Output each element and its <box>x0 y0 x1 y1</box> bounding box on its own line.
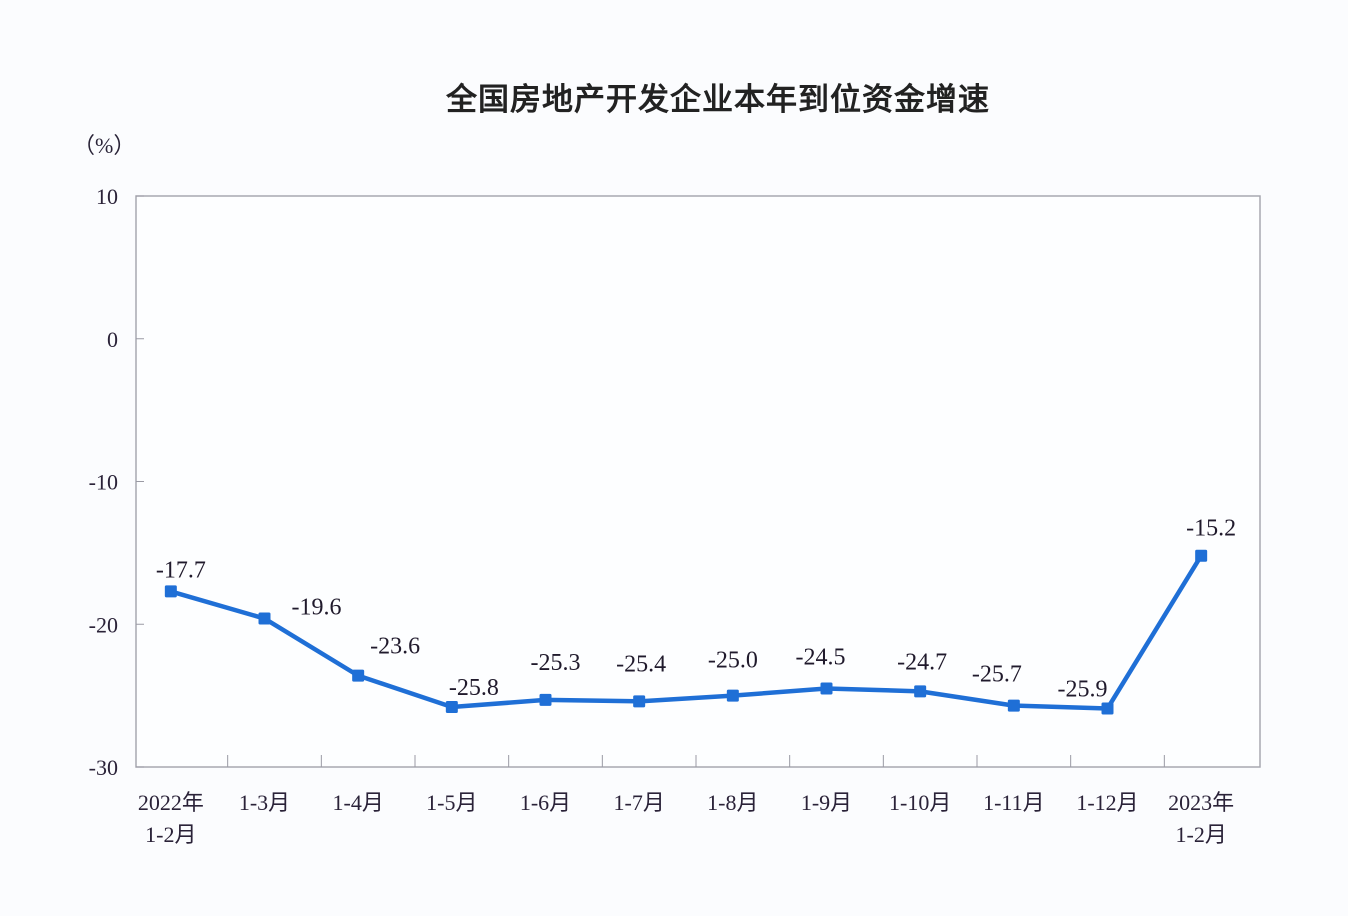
data-labels: -17.7 -19.6 -23.6 -25.8 -25.3 -25.4 -25.0 -24.5… <box>156 516 1236 703</box>
data-label: -25.9 <box>1058 676 1108 702</box>
data-point-marker <box>352 669 365 682</box>
y-tick-label: -10 <box>89 470 118 495</box>
y-tick-label: 10 <box>96 184 118 209</box>
data-point-marker <box>1195 549 1208 562</box>
plot-frame <box>135 195 1261 768</box>
x-tick-label: 1-4月 <box>333 790 384 815</box>
x-tick-label: 1-2月 <box>145 822 196 847</box>
x-tick-label: 1-12月 <box>1076 790 1138 815</box>
data-point-marker <box>633 695 646 708</box>
data-point-marker <box>258 612 271 625</box>
x-tick-label: 1-6月 <box>520 790 571 815</box>
data-label: -25.4 <box>616 651 666 677</box>
data-point-marker <box>445 701 458 714</box>
x-tick-label: 1-5月 <box>426 790 477 815</box>
data-label: -19.6 <box>292 595 342 621</box>
x-tick-label: 2023年 <box>1168 790 1234 815</box>
y-axis-unit: （%） <box>73 133 136 158</box>
x-tick-label: 1-2月 <box>1176 822 1227 847</box>
data-point-marker <box>164 585 177 598</box>
data-point-marker <box>726 689 739 702</box>
x-tick-label: 1-10月 <box>889 790 951 815</box>
x-tick-label: 1-9月 <box>801 790 852 815</box>
data-point-marker <box>539 693 552 706</box>
x-tick-label: 1-3月 <box>239 790 290 815</box>
data-label: -24.7 <box>897 649 947 675</box>
data-point-marker <box>914 685 927 698</box>
y-tick-label: -20 <box>89 612 118 637</box>
data-label: -24.5 <box>796 644 846 670</box>
data-label: -25.7 <box>972 662 1022 688</box>
data-label: -17.7 <box>156 557 206 583</box>
x-tick-label: 1-8月 <box>707 790 758 815</box>
y-tick-label: 0 <box>107 327 118 352</box>
data-point-marker <box>820 682 833 695</box>
data-label: -15.2 <box>1186 516 1236 542</box>
x-tick-label: 1-7月 <box>614 790 665 815</box>
data-label: -25.8 <box>449 675 499 701</box>
data-label: -25.3 <box>531 650 581 676</box>
plot-area <box>135 195 1261 768</box>
x-axis: 2022年 1-2月 1-3月 1-4月 1-5月 1-6月 1-7月 1-8月 1-9月 1-1… <box>138 755 1234 847</box>
y-tick-label: -30 <box>89 755 118 780</box>
y-axis: 10 0 -10 -20 -30 <box>89 184 144 780</box>
data-series <box>164 549 1208 715</box>
data-label: -23.6 <box>370 634 420 660</box>
data-point-marker <box>1007 699 1020 712</box>
series-line <box>170 554 1204 711</box>
x-tick-label: 1-11月 <box>983 790 1045 815</box>
chart-title: 全国房地产开发企业本年到位资金增速 <box>446 82 990 118</box>
data-point-marker <box>1101 702 1114 715</box>
data-label: -25.0 <box>708 648 758 674</box>
x-tick-label: 2022年 <box>138 790 204 815</box>
